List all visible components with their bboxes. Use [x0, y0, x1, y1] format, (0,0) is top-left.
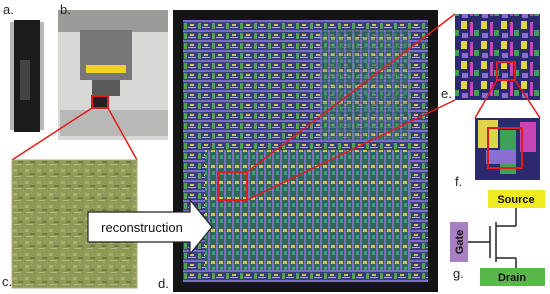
zoom-line [474, 79, 498, 119]
layout-zoom [455, 14, 540, 100]
arrow-label: reconstruction [101, 220, 183, 235]
chip-photo [10, 20, 44, 132]
zoom-line [246, 13, 456, 173]
panel-label: a. [3, 2, 14, 17]
panel-label: c. [2, 274, 12, 289]
transistor-layout [475, 118, 540, 180]
panel-label: g. [453, 266, 464, 281]
highlight-box [217, 171, 248, 201]
drain-box [480, 268, 545, 286]
panel-label: e. [441, 86, 452, 101]
zoom-line [11, 107, 93, 161]
transistor-symbol [468, 208, 517, 268]
panel-label: b. [60, 2, 71, 17]
panel-label: f. [455, 174, 462, 189]
gate-box [450, 222, 468, 262]
die-layout [173, 10, 438, 292]
source-box [488, 190, 545, 208]
zoom-line [107, 107, 138, 161]
microscope-photo [58, 10, 168, 140]
zoom-line [246, 99, 456, 201]
gate-label: Gate [454, 230, 466, 254]
drain-label: Drain [498, 272, 526, 284]
highlight-box [496, 61, 516, 81]
reconstruction-arrow [87, 198, 213, 256]
panel-label: d. [158, 276, 169, 291]
zoom-line [514, 79, 541, 119]
source-label: Source [497, 194, 534, 206]
